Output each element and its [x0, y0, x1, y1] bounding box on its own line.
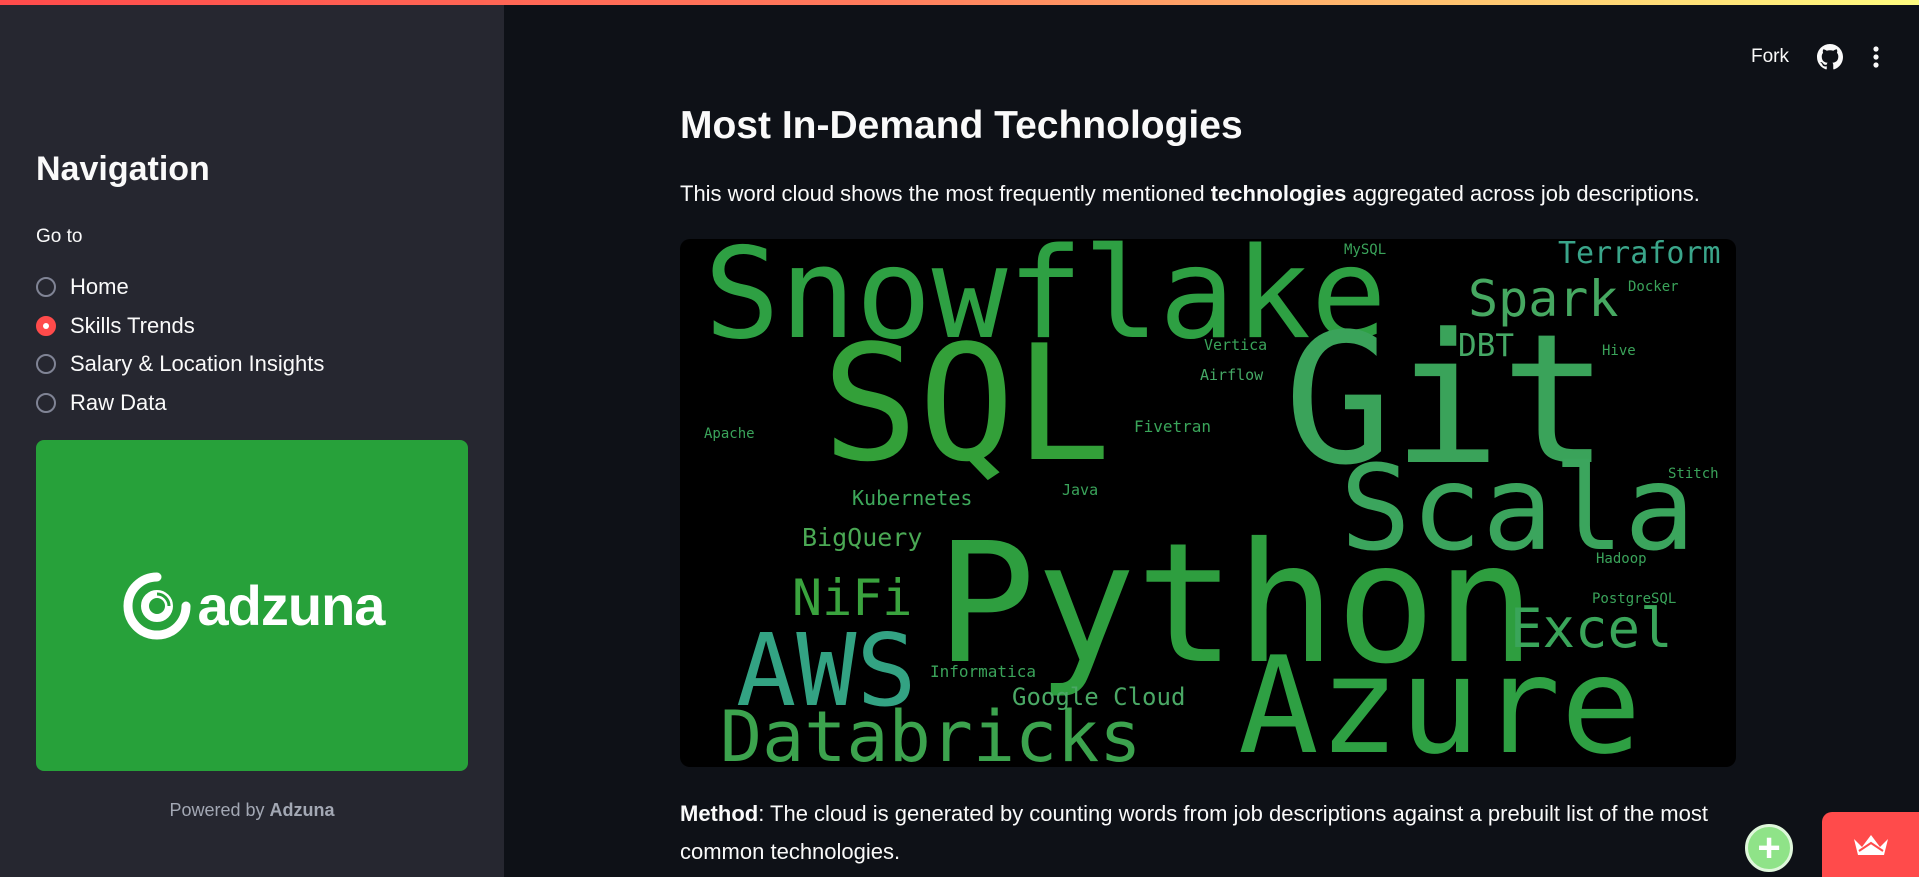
crown-icon [1853, 834, 1888, 855]
radio-label: Home [70, 274, 129, 300]
intro-text-start: This word cloud shows the most frequentl… [680, 181, 1211, 206]
fork-button[interactable]: Fork [1751, 46, 1789, 67]
adzuna-logo: adzuna [120, 569, 385, 643]
wordcloud-word: Hive [1602, 343, 1636, 359]
radio-salary-location[interactable]: Salary & Location Insights [36, 345, 324, 384]
powered-by-brand: Adzuna [269, 800, 335, 820]
streamlit-badge[interactable] [1822, 812, 1919, 877]
method-note: Method: The cloud is generated by counti… [680, 795, 1740, 871]
wordcloud-word: Hadoop [1596, 551, 1647, 567]
plus-icon: + [1757, 826, 1781, 870]
sidebar: Navigation Go to Home Skills Trends Sala… [0, 0, 504, 877]
wordcloud-word: Azure [1238, 628, 1642, 767]
radio-button[interactable] [36, 392, 56, 413]
wordcloud-word: Kubernetes [852, 486, 973, 510]
radio-raw-data[interactable]: Raw Data [36, 384, 324, 423]
radio-label: Skills Trends [70, 312, 195, 338]
wordcloud-word: AWS [736, 612, 917, 729]
wordcloud-word: Terraform [1558, 239, 1721, 271]
wordcloud-word: DBT [1458, 328, 1514, 364]
adzuna-logo-text: adzuna [197, 574, 386, 637]
intro-text: This word cloud shows the most frequentl… [680, 181, 1700, 207]
wordcloud-word: Java [1062, 481, 1099, 499]
wordcloud-word: Spark [1468, 270, 1619, 328]
wordcloud-word: Informatica [930, 662, 1036, 681]
goto-label: Go to [36, 226, 83, 247]
radio-skills-trends[interactable]: Skills Trends [36, 307, 324, 346]
radio-label: Salary & Location Insights [70, 351, 325, 377]
wordcloud-word: Git [1284, 296, 1610, 505]
wordcloud-word: PostgreSQL [1592, 591, 1677, 607]
powered-by-caption: Powered by Adzuna [0, 800, 504, 821]
wordcloud-word: Google Cloud [1012, 683, 1186, 711]
wordcloud-word: Snowflake [704, 239, 1387, 367]
header-toolbar: Fork [1751, 44, 1879, 70]
powered-by-prefix: Powered by [169, 800, 270, 820]
intro-text-bold: technologies [1210, 181, 1347, 206]
intro-text-end: aggregated across job descriptions. [1346, 181, 1700, 206]
wordcloud-word: Stitch [1668, 466, 1719, 482]
radio-button-selected[interactable] [36, 315, 56, 336]
method-text: : The cloud is generated by counting wor… [680, 801, 1708, 864]
radio-label: Raw Data [70, 389, 167, 415]
wordcloud-word: Databricks [720, 696, 1142, 767]
radio-home[interactable]: Home [36, 268, 324, 307]
github-icon[interactable] [1817, 44, 1843, 70]
page-title: Most In-Demand Technologies [680, 104, 1243, 147]
wordcloud-word: Fivetran [1134, 417, 1212, 436]
method-label: Method [680, 801, 759, 826]
top-decoration-bar [0, 0, 1919, 5]
wordcloud-word: Python [936, 508, 1536, 701]
add-floating-button[interactable]: + [1745, 824, 1793, 872]
navigation-radio-group: Home Skills Trends Salary & Location Ins… [36, 268, 324, 422]
wordcloud-word: Apache [704, 426, 755, 442]
radio-button[interactable] [36, 354, 56, 375]
sidebar-title: Navigation [36, 150, 210, 188]
radio-button[interactable] [36, 277, 56, 298]
wordcloud-image: Snowflake SQL Git Python Azure Scala AWS… [680, 239, 1736, 767]
more-menu-icon[interactable] [1873, 46, 1879, 68]
wordcloud-word: Excel [1510, 597, 1673, 660]
adzuna-swirl-icon [123, 572, 191, 639]
wordcloud-word: Vertica [1204, 336, 1268, 354]
wordcloud-word: BigQuery [802, 523, 923, 552]
wordcloud-word: Docker [1628, 279, 1679, 295]
wordcloud-word: Scala [1340, 439, 1696, 577]
wordcloud-word: MySQL [1344, 242, 1387, 258]
wordcloud-word: NiFi [792, 569, 913, 627]
wordcloud-word: Airflow [1200, 366, 1264, 384]
wordcloud-word: SQL [822, 310, 1111, 497]
adzuna-logo-card: adzuna [36, 440, 468, 771]
